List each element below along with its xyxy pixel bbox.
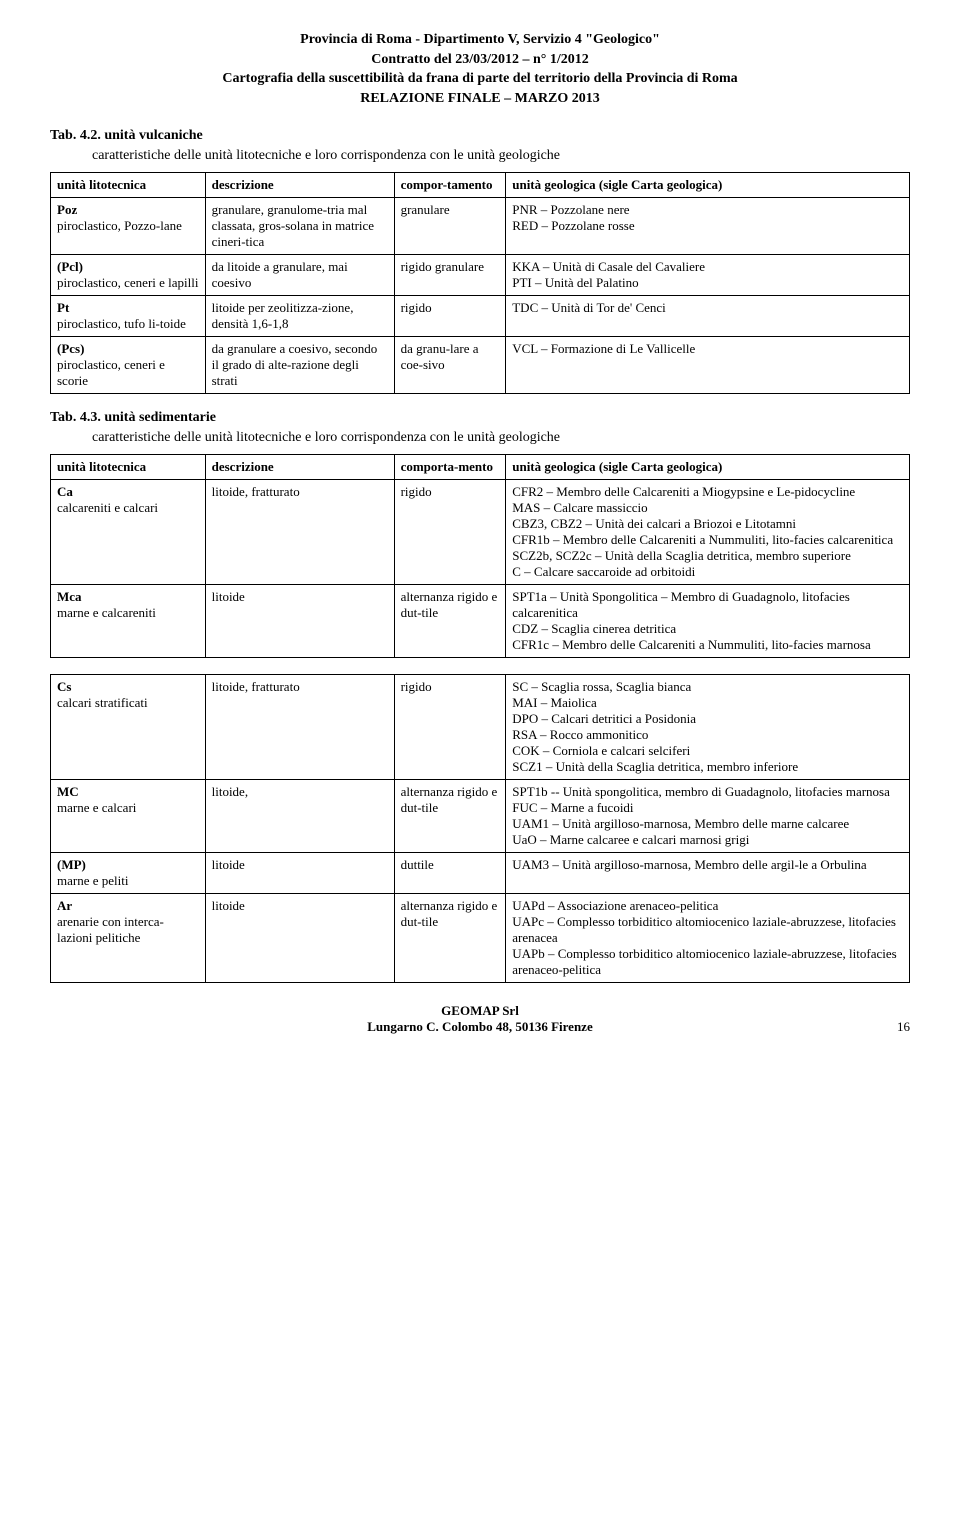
- table-row: Ptpiroclastico, tufo li-toidelitoide per…: [51, 296, 910, 337]
- cell-descrizione: granulare, granulome-tria mal classata, …: [205, 198, 394, 255]
- cell-unita-litotecnica: Cacalcareniti e calcari: [51, 480, 206, 585]
- tab42-num: Tab. 4.2.: [50, 128, 101, 143]
- table-header-row: unità litotecnica descrizione comporta-m…: [51, 455, 910, 480]
- header-line-3: Cartografia della suscettibilità da fran…: [222, 71, 737, 86]
- cell-comportamento: da granu-lare a coe-sivo: [394, 337, 506, 394]
- page-number: 16: [897, 1019, 910, 1035]
- header-line-4: RELAZIONE FINALE – MARZO 2013: [360, 91, 600, 106]
- table-row: (MP)marne e pelitilitoideduttileUAM3 – U…: [51, 853, 910, 894]
- th-descrizione: descrizione: [205, 455, 394, 480]
- cell-descrizione: litoide: [205, 853, 394, 894]
- document-footer: GEOMAP Srl Lungarno C. Colombo 48, 50136…: [50, 1003, 910, 1035]
- cell-comportamento: alternanza rigido e dut-tile: [394, 585, 506, 658]
- cell-descrizione: da litoide a granulare, mai coesivo: [205, 255, 394, 296]
- cell-descrizione: da granulare a coesivo, secondo il grado…: [205, 337, 394, 394]
- cell-unita-litotecnica: Pozpiroclastico, Pozzo-lane: [51, 198, 206, 255]
- cell-descrizione: litoide, fratturato: [205, 480, 394, 585]
- header-line-2: Contratto del 23/03/2012 – n° 1/2012: [371, 52, 589, 67]
- table-row: Cscalcari stratificatilitoide, fratturat…: [51, 675, 910, 780]
- cell-unita-litotecnica: (MP)marne e peliti: [51, 853, 206, 894]
- tab42-name: unità vulcaniche: [104, 128, 202, 143]
- cell-unita-litotecnica: Ararenarie con interca-lazioni pelitiche: [51, 894, 206, 983]
- table-row: MCmarne e calcarilitoide,alternanza rigi…: [51, 780, 910, 853]
- table-row: Pozpiroclastico, Pozzo-lanegranulare, gr…: [51, 198, 910, 255]
- cell-unita-litotecnica: Cscalcari stratificati: [51, 675, 206, 780]
- tab43-title: Tab. 4.3. unità sedimentarie: [50, 410, 910, 426]
- th-comportamento: comporta-mento: [394, 455, 506, 480]
- cell-unita-geologica: TDC – Unità di Tor de' Cenci: [506, 296, 910, 337]
- cell-unita-geologica: UAPd – Associazione arenaceo-peliticaUAP…: [506, 894, 910, 983]
- th-unita-litotecnica: unità litotecnica: [51, 455, 206, 480]
- cell-unita-litotecnica: Mcamarne e calcareniti: [51, 585, 206, 658]
- th-unita-geologica: unità geologica (sigle Carta geologica): [506, 173, 910, 198]
- cell-unita-geologica: KKA – Unità di Casale del CavalierePTI –…: [506, 255, 910, 296]
- table-row: Cacalcareniti e calcarilitoide, frattura…: [51, 480, 910, 585]
- cell-unita-geologica: SPT1a – Unità Spongolitica – Membro di G…: [506, 585, 910, 658]
- tab42-table: unità litotecnica descrizione compor-tam…: [50, 172, 910, 394]
- cell-descrizione: litoide,: [205, 780, 394, 853]
- cell-descrizione: litoide, fratturato: [205, 675, 394, 780]
- cell-unita-litotecnica: MCmarne e calcari: [51, 780, 206, 853]
- tab43-table-2: Cscalcari stratificatilitoide, fratturat…: [50, 674, 910, 983]
- cell-unita-geologica: PNR – Pozzolane nereRED – Pozzolane ross…: [506, 198, 910, 255]
- cell-descrizione: litoide per zeolitizza-zione, densità 1,…: [205, 296, 394, 337]
- cell-unita-geologica: VCL – Formazione di Le Vallicelle: [506, 337, 910, 394]
- cell-comportamento: rigido: [394, 675, 506, 780]
- table-row: (Pcs)piroclastico, ceneri e scorieda gra…: [51, 337, 910, 394]
- table-header-row: unità litotecnica descrizione compor-tam…: [51, 173, 910, 198]
- cell-descrizione: litoide: [205, 585, 394, 658]
- tab42-title: Tab. 4.2. unità vulcaniche: [50, 128, 910, 144]
- cell-unita-litotecnica: (Pcs)piroclastico, ceneri e scorie: [51, 337, 206, 394]
- th-descrizione: descrizione: [205, 173, 394, 198]
- tab42-subtitle: caratteristiche delle unità litotecniche…: [92, 148, 910, 164]
- cell-comportamento: alternanza rigido e dut-tile: [394, 894, 506, 983]
- cell-comportamento: alternanza rigido e dut-tile: [394, 780, 506, 853]
- cell-unita-geologica: SC – Scaglia rossa, Scaglia biancaMAI – …: [506, 675, 910, 780]
- cell-comportamento: rigido granulare: [394, 255, 506, 296]
- cell-comportamento: rigido: [394, 480, 506, 585]
- header-line-1: Provincia di Roma - Dipartimento V, Serv…: [300, 32, 660, 47]
- tab43-num: Tab. 4.3.: [50, 410, 101, 425]
- table-row: Ararenarie con interca-lazioni pelitiche…: [51, 894, 910, 983]
- tab43-table-1: unità litotecnica descrizione comporta-m…: [50, 454, 910, 658]
- tab43-subtitle: caratteristiche delle unità litotecniche…: [92, 430, 910, 446]
- tab43-name: unità sedimentarie: [104, 410, 216, 425]
- cell-unita-litotecnica: (Pcl)piroclastico, ceneri e lapilli: [51, 255, 206, 296]
- th-comportamento: compor-tamento: [394, 173, 506, 198]
- cell-unita-litotecnica: Ptpiroclastico, tufo li-toide: [51, 296, 206, 337]
- table-row: Mcamarne e calcarenitilitoidealternanza …: [51, 585, 910, 658]
- cell-unita-geologica: SPT1b -- Unità spongolitica, membro di G…: [506, 780, 910, 853]
- footer-address: Lungarno C. Colombo 48, 50136 Firenze: [367, 1019, 592, 1034]
- th-unita-litotecnica: unità litotecnica: [51, 173, 206, 198]
- document-header: Provincia di Roma - Dipartimento V, Serv…: [50, 30, 910, 108]
- footer-company: GEOMAP Srl: [441, 1003, 519, 1018]
- cell-comportamento: rigido: [394, 296, 506, 337]
- cell-unita-geologica: CFR2 – Membro delle Calcareniti a Miogyp…: [506, 480, 910, 585]
- cell-comportamento: granulare: [394, 198, 506, 255]
- cell-comportamento: duttile: [394, 853, 506, 894]
- cell-descrizione: litoide: [205, 894, 394, 983]
- cell-unita-geologica: UAM3 – Unità argilloso-marnosa, Membro d…: [506, 853, 910, 894]
- table-row: (Pcl)piroclastico, ceneri e lapillida li…: [51, 255, 910, 296]
- th-unita-geologica: unità geologica (sigle Carta geologica): [506, 455, 910, 480]
